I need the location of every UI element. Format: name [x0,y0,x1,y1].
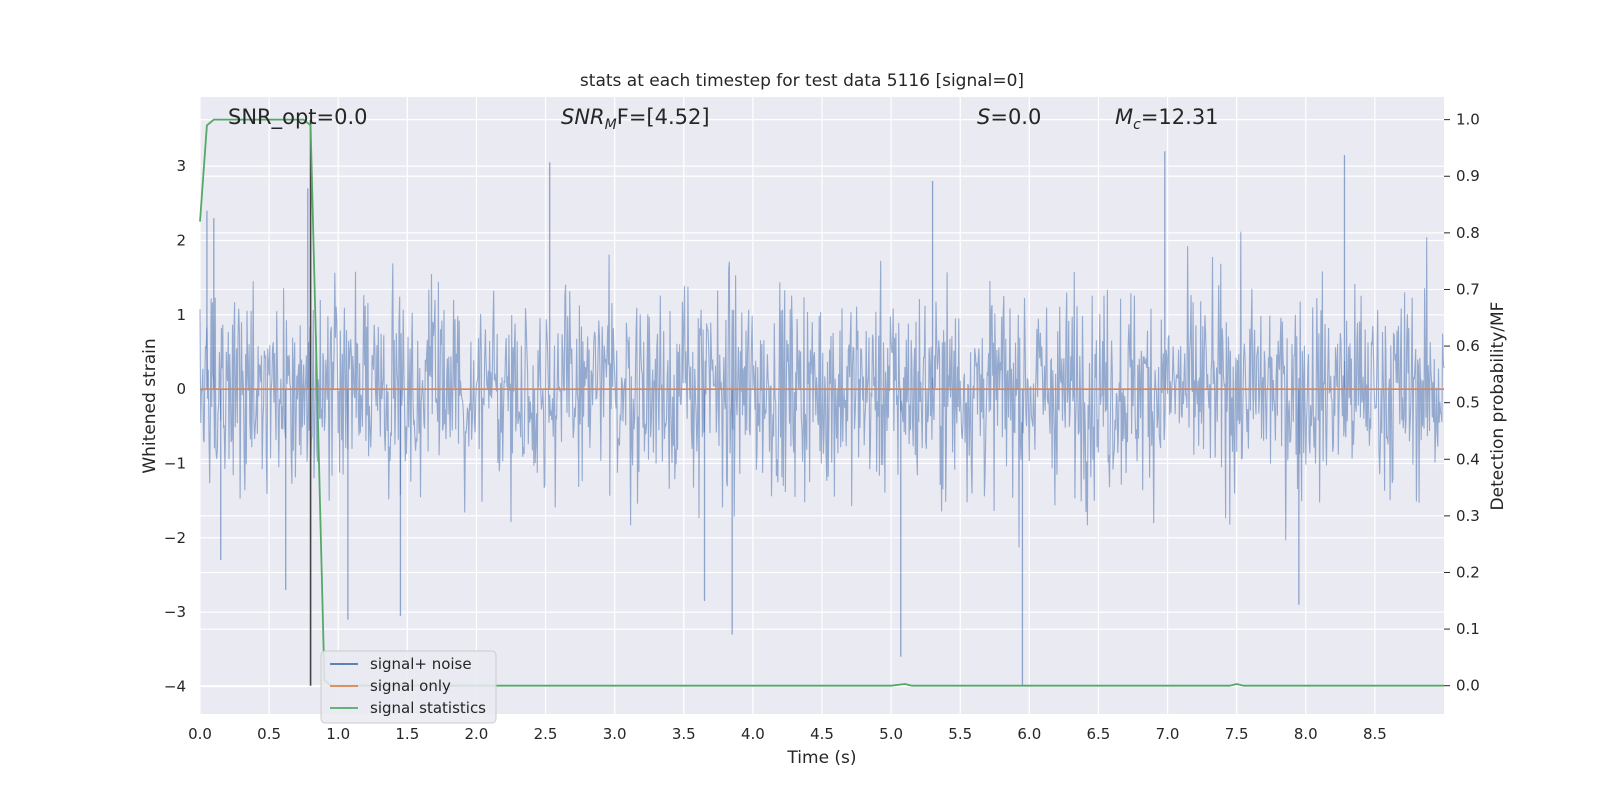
annotation-snr-mf-base: SNR [561,105,605,129]
y2-tick-label: 0.8 [1456,224,1480,242]
x-axis-label: Time (s) [786,748,856,768]
x-tick-label: 1.5 [395,725,419,743]
x-axis-ticks: 0.0 0.5 1.0 1.5 2.0 2.5 3.0 3.5 4.0 4.5 5.0 5.5 6.0 6… [188,725,1387,743]
annotation-s: S=0.0 [977,105,1041,129]
x-tick-label: 3.5 [672,725,696,743]
y-axis-label: Whitened strain [140,338,160,473]
y-tick-label: −2 [164,529,186,547]
y-axis-ticks: 3 2 1 0 −1 −2 −3 −4 [164,157,186,695]
annotation-mc-rest: =12.31 [1141,105,1219,129]
y2-tick-label: 0.4 [1456,450,1480,468]
y2-tick-label: 0.3 [1456,507,1480,525]
y-tick-label: 1 [176,306,186,324]
x-tick-label: 6.0 [1017,725,1041,743]
y-tick-label: 3 [176,157,186,175]
x-tick-label: 8.5 [1363,725,1387,743]
annotation-mc-sub: c [1133,117,1141,133]
legend-label-signal-only: signal only [370,677,451,695]
y2-tick-label: 0.5 [1456,394,1480,412]
annotation-snr-opt: SNR_opt=0.0 [228,105,368,130]
legend: signal+ noise signal only signal statist… [320,650,497,724]
x-tick-label: 6.5 [1087,725,1111,743]
y-tick-label: −3 [164,603,186,621]
x-tick-label: 5.0 [879,725,903,743]
chart-title: stats at each timestep for test data 511… [580,71,1024,91]
annotation-snr-mf-sub: M [605,117,617,133]
y2-tick-label: 0.6 [1456,337,1480,355]
x-tick-label: 5.5 [948,725,972,743]
x-tick-label: 0.0 [188,725,212,743]
series-signal-noise [199,151,1445,687]
y2-tick-label: 0.1 [1456,620,1480,638]
annotations: SNR_opt=0.0 SNRMF=[4.52] S=0.0 Mc=12.31 [228,105,1219,133]
x-tick-label: 7.5 [1225,725,1249,743]
x-tick-label: 7.0 [1156,725,1180,743]
legend-box [320,650,497,724]
y2-tick-label: 1.0 [1456,111,1480,129]
y-tick-label: 2 [176,231,186,249]
x-tick-label: 0.5 [257,725,281,743]
annotation-snr-mf-rest: F=[4.52] [617,105,710,129]
annotation-s-base: S [977,105,990,129]
x-tick-label: 4.0 [741,725,765,743]
y2-tick-label: 0.0 [1456,677,1480,695]
x-tick-label: 1.0 [326,725,350,743]
x-tick-label: 8.0 [1294,725,1318,743]
x-tick-label: 4.5 [810,725,834,743]
y-tick-label: 0 [176,380,186,398]
annotation-s-rest: =0.0 [990,105,1041,129]
x-tick-label: 2.0 [465,725,489,743]
annotation-snr-mf: SNRMF=[4.52] [561,105,710,133]
x-tick-label: 3.0 [603,725,627,743]
annotation-mc-base: M [1115,105,1133,129]
legend-label-signal-noise: signal+ noise [370,655,472,673]
y2-tick-label: 0.7 [1456,280,1480,298]
y2-axis-ticks: 1.0 0.9 0.8 0.7 0.6 0.5 0.4 0.3 0.2 0.1 0.0 [1444,111,1480,695]
noise-trace [199,231,1445,548]
y-tick-label: −4 [164,677,186,695]
x-tick-label: 2.5 [534,725,558,743]
y2-axis-label: Detection probability/MF [1488,302,1508,511]
y2-tick-label: 0.2 [1456,563,1480,581]
legend-label-signal-statistics: signal statistics [370,699,486,717]
y2-tick-label: 0.9 [1456,167,1480,185]
y-tick-label: −1 [164,454,186,472]
annotation-mc: Mc=12.31 [1115,105,1219,133]
plot-area [199,97,1445,714]
